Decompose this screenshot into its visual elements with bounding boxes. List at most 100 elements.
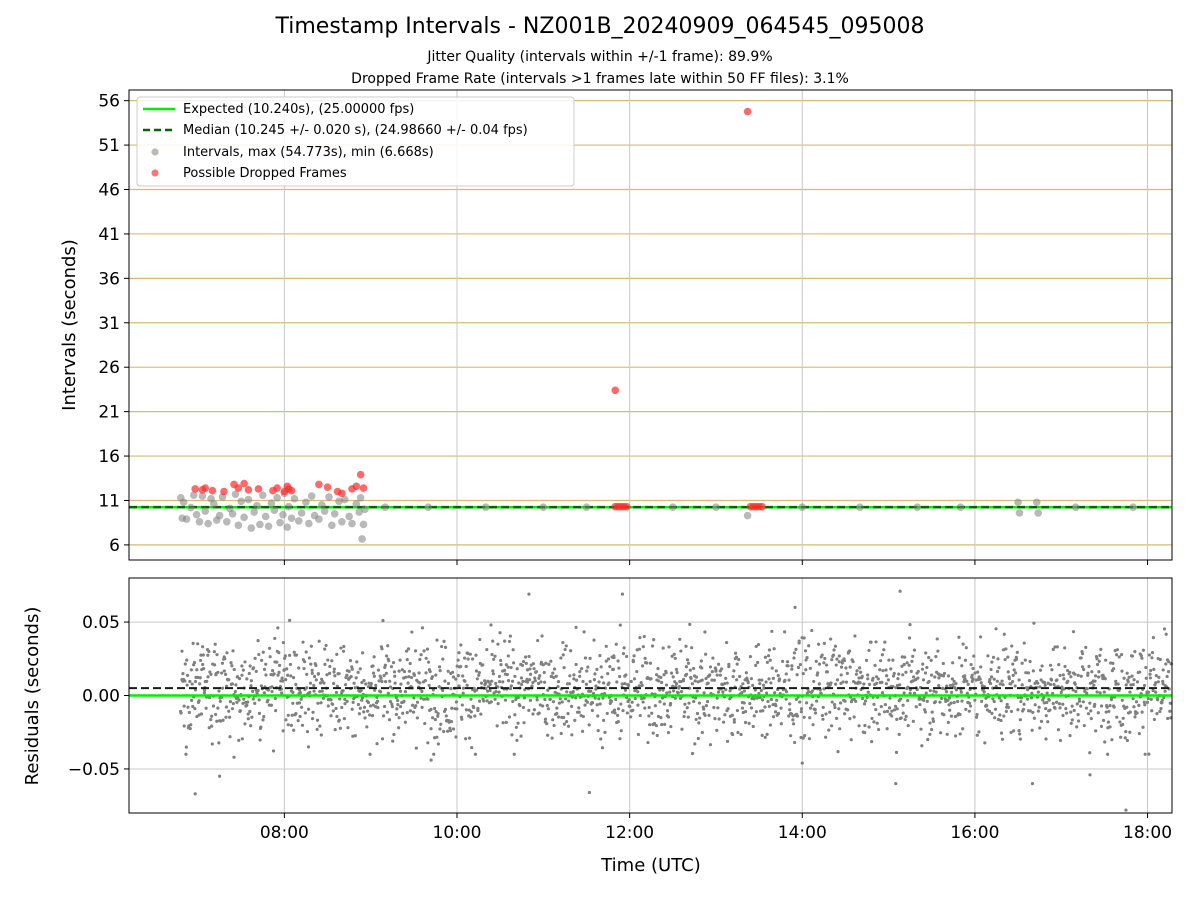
residual-point xyxy=(456,658,460,662)
interval-point xyxy=(250,508,258,516)
residual-point xyxy=(318,689,322,694)
residual-point xyxy=(284,718,288,722)
residual-point xyxy=(1128,690,1132,694)
residual-point xyxy=(1162,627,1167,631)
residual-point xyxy=(758,695,762,700)
residual-point xyxy=(616,707,621,711)
residual-point xyxy=(988,678,992,682)
residual-point xyxy=(354,676,358,680)
residual-point xyxy=(612,708,617,712)
residual-point xyxy=(784,672,788,676)
residual-point xyxy=(931,717,935,721)
residual-point xyxy=(928,732,932,736)
residual-point xyxy=(682,714,686,719)
residual-point xyxy=(1012,668,1016,672)
interval-point xyxy=(204,519,212,528)
residual-point xyxy=(616,720,620,724)
residual-point xyxy=(473,752,478,756)
residual-point xyxy=(406,647,411,651)
residual-point xyxy=(363,716,367,720)
residual-point xyxy=(556,684,560,689)
residual-point xyxy=(871,676,875,680)
residual-point xyxy=(431,716,435,720)
residual-point xyxy=(928,721,932,725)
residual-point xyxy=(310,717,315,721)
residual-point xyxy=(767,648,772,652)
residual-point xyxy=(939,731,943,735)
residual-point xyxy=(869,640,873,644)
residual-point xyxy=(903,717,907,722)
residual-point xyxy=(492,657,496,661)
residual-point xyxy=(822,687,826,691)
residual-point xyxy=(201,662,205,667)
residual-point xyxy=(877,712,881,716)
residual-point xyxy=(443,707,448,711)
residual-point xyxy=(715,673,719,677)
residual-point xyxy=(451,675,456,679)
residual-point xyxy=(309,662,313,666)
residual-point xyxy=(1147,752,1151,756)
interval-point xyxy=(237,497,246,506)
residual-point xyxy=(1058,706,1062,710)
residual-point xyxy=(256,688,260,693)
residual-point xyxy=(402,699,406,703)
residual-points xyxy=(178,589,1174,812)
residual-point xyxy=(835,657,839,661)
residual-point xyxy=(360,698,364,702)
residual-point xyxy=(724,676,728,680)
residual-point xyxy=(305,672,309,676)
residual-point xyxy=(1108,703,1112,708)
residual-point xyxy=(1030,691,1034,695)
residual-point xyxy=(821,705,825,710)
residual-point xyxy=(662,702,666,706)
residual-point xyxy=(470,657,475,661)
residual-point xyxy=(997,696,1001,700)
residual-point xyxy=(735,662,739,666)
residual-point xyxy=(1059,690,1063,695)
residual-point xyxy=(217,689,221,693)
residual-point xyxy=(618,623,622,627)
residual-point xyxy=(257,711,262,716)
residual-point xyxy=(330,702,335,706)
residual-point xyxy=(632,654,636,658)
residual-point xyxy=(583,703,587,707)
residual-point xyxy=(547,662,551,666)
residual-point xyxy=(398,705,403,709)
residual-point xyxy=(1009,709,1014,714)
intervals-plot-frame xyxy=(128,89,1173,561)
residual-point xyxy=(1079,704,1083,708)
residual-point xyxy=(812,679,816,684)
residual-point xyxy=(881,669,885,673)
residual-point xyxy=(762,686,766,690)
residual-point xyxy=(199,712,204,716)
residual-point xyxy=(654,673,659,677)
residual-point xyxy=(1065,711,1069,715)
residual-point xyxy=(592,678,597,682)
residual-point xyxy=(485,648,489,652)
interval-point xyxy=(361,505,369,514)
residual-point xyxy=(683,710,687,714)
residual-point xyxy=(472,705,476,710)
residual-point xyxy=(435,638,439,642)
residual-point xyxy=(654,723,658,728)
residual-point xyxy=(958,712,962,717)
residual-point xyxy=(417,671,421,675)
residual-point xyxy=(631,708,635,712)
residual-point xyxy=(749,677,753,681)
residual-point xyxy=(308,681,313,685)
residual-point xyxy=(949,701,953,705)
residual-point xyxy=(684,665,689,669)
residual-point xyxy=(251,666,256,670)
residual-point xyxy=(1112,667,1116,671)
residual-point xyxy=(527,592,531,596)
residual-point xyxy=(699,659,703,663)
residual-point xyxy=(544,661,548,665)
residual-point xyxy=(880,680,884,684)
residual-point xyxy=(461,691,465,695)
residual-point xyxy=(974,715,979,719)
residual-point xyxy=(377,679,381,683)
residual-point xyxy=(629,679,633,684)
residual-point xyxy=(381,618,385,623)
legend-median-label: Median (10.245 +/- 0.020 s), (24.98660 +… xyxy=(183,123,528,138)
interval-point xyxy=(539,503,548,512)
